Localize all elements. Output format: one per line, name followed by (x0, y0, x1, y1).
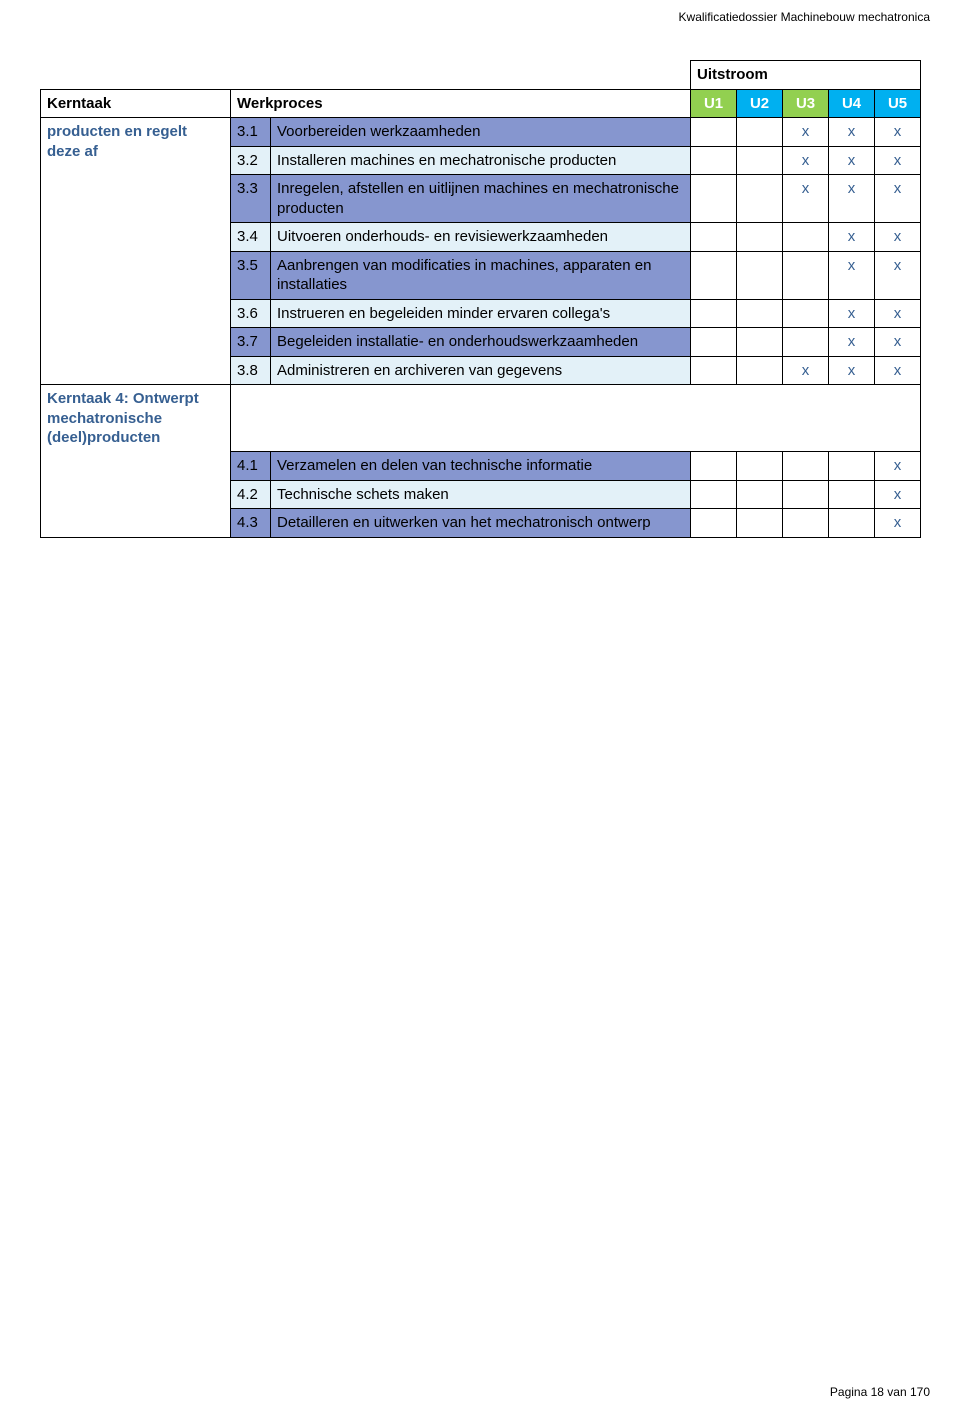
col-u1: U1 (691, 89, 737, 118)
mark-cell (691, 118, 737, 147)
kerntaak-4-title: Kerntaak 4: Ontwerpt mechatronische (dee… (41, 385, 231, 452)
mark-cell (691, 146, 737, 175)
mark-cell: x (783, 146, 829, 175)
row-desc: Voorbereiden werkzaamheden (271, 118, 691, 147)
mark-cell: x (829, 223, 875, 252)
mark-cell (691, 356, 737, 385)
mark-cell (783, 452, 829, 481)
page-footer: Pagina 18 van 170 (830, 1385, 930, 1399)
row-num: 4.1 (231, 452, 271, 481)
mark-cell (737, 175, 783, 223)
mark-cell: x (875, 328, 921, 357)
row-num: 4.3 (231, 509, 271, 538)
mark-cell (737, 452, 783, 481)
mark-cell: x (875, 146, 921, 175)
col-werkproces: Werkproces (231, 89, 691, 118)
row-desc: Technische schets maken (271, 480, 691, 509)
uitstroom-label: Uitstroom (691, 61, 921, 90)
main-table: Uitstroom Kerntaak Werkproces U1 U2 U3 U… (40, 60, 921, 538)
row-desc: Verzamelen en delen van technische infor… (271, 452, 691, 481)
kerntaak-4-title-row: Kerntaak 4: Ontwerpt mechatronische (dee… (41, 385, 921, 452)
mark-cell: x (829, 146, 875, 175)
mark-cell: x (829, 251, 875, 299)
mark-cell: x (875, 299, 921, 328)
col-u3: U3 (783, 89, 829, 118)
mark-cell: x (783, 118, 829, 147)
row-desc: Detailleren en uitwerken van het mechatr… (271, 509, 691, 538)
mark-cell: x (829, 299, 875, 328)
mark-cell (737, 328, 783, 357)
mark-cell (829, 452, 875, 481)
mark-cell: x (875, 223, 921, 252)
mark-cell (691, 480, 737, 509)
col-u5: U5 (875, 89, 921, 118)
mark-cell (783, 251, 829, 299)
mark-cell: x (875, 452, 921, 481)
kerntaak-3-title: producten en regelt deze af (41, 118, 231, 385)
mark-cell (783, 223, 829, 252)
page-content: Uitstroom Kerntaak Werkproces U1 U2 U3 U… (0, 0, 960, 538)
mark-cell: x (783, 356, 829, 385)
mark-cell (737, 223, 783, 252)
mark-cell: x (783, 175, 829, 223)
doc-header: Kwalificatiedossier Machinebouw mechatro… (679, 10, 930, 24)
mark-cell (691, 509, 737, 538)
row-desc: Instrueren en begeleiden minder ervaren … (271, 299, 691, 328)
mark-cell: x (875, 118, 921, 147)
row-num: 4.2 (231, 480, 271, 509)
row-desc: Aanbrengen van modificaties in machines,… (271, 251, 691, 299)
mark-cell (691, 251, 737, 299)
mark-cell: x (875, 251, 921, 299)
row-desc: Begeleiden installatie- en onderhoudswer… (271, 328, 691, 357)
row-num: 3.1 (231, 118, 271, 147)
row-desc: Uitvoeren onderhouds- en revisiewerkzaam… (271, 223, 691, 252)
row-desc: Inregelen, afstellen en uitlijnen machin… (271, 175, 691, 223)
mark-cell (691, 223, 737, 252)
row-num: 3.4 (231, 223, 271, 252)
row-desc: Installeren machines en mechatronische p… (271, 146, 691, 175)
table-row: producten en regelt deze af 3.1 Voorbere… (41, 118, 921, 147)
mark-cell (783, 509, 829, 538)
mark-cell (783, 328, 829, 357)
row-num: 3.2 (231, 146, 271, 175)
mark-cell (691, 175, 737, 223)
mark-cell: x (875, 356, 921, 385)
row-num: 3.6 (231, 299, 271, 328)
mark-cell (737, 251, 783, 299)
mark-cell (737, 146, 783, 175)
row-desc: Administreren en archiveren van gegevens (271, 356, 691, 385)
mark-cell: x (829, 118, 875, 147)
row-num: 3.5 (231, 251, 271, 299)
mark-cell: x (875, 509, 921, 538)
col-u4: U4 (829, 89, 875, 118)
mark-cell: x (829, 356, 875, 385)
mark-cell (737, 118, 783, 147)
mark-cell (691, 328, 737, 357)
mark-cell (737, 509, 783, 538)
table-row: 4.1 Verzamelen en delen van technische i… (41, 452, 921, 481)
mark-cell: x (875, 480, 921, 509)
mark-cell: x (875, 175, 921, 223)
mark-cell (737, 480, 783, 509)
mark-cell: x (829, 328, 875, 357)
header-row: Kerntaak Werkproces U1 U2 U3 U4 U5 (41, 89, 921, 118)
mark-cell (691, 452, 737, 481)
row-num: 3.3 (231, 175, 271, 223)
mark-cell (737, 299, 783, 328)
mark-cell (737, 356, 783, 385)
row-num: 3.7 (231, 328, 271, 357)
mark-cell (829, 480, 875, 509)
col-kerntaak: Kerntaak (41, 89, 231, 118)
mark-cell (829, 509, 875, 538)
col-u2: U2 (737, 89, 783, 118)
row-num: 3.8 (231, 356, 271, 385)
mark-cell (783, 299, 829, 328)
mark-cell (783, 480, 829, 509)
mark-cell (691, 299, 737, 328)
uitstroom-row: Uitstroom (41, 61, 921, 90)
mark-cell: x (829, 175, 875, 223)
